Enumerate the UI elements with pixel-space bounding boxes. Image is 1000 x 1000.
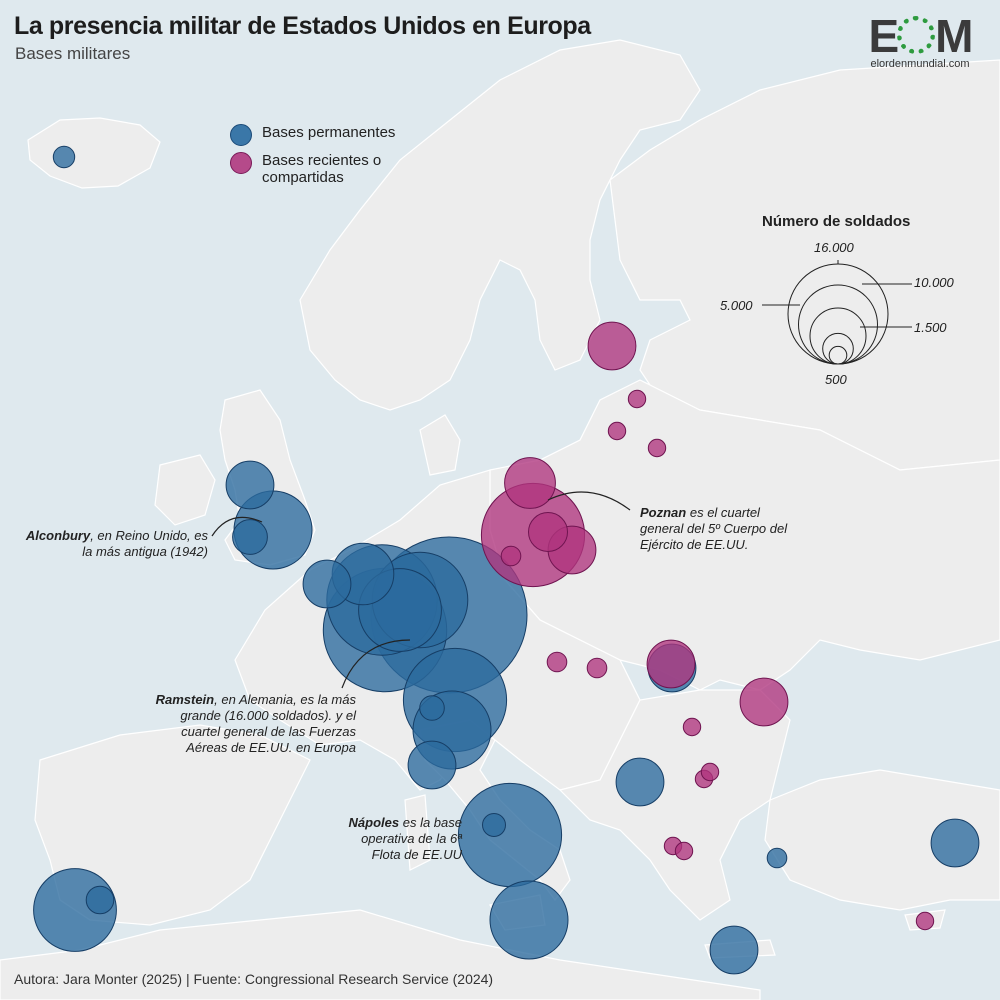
bases-layer <box>33 145 980 975</box>
logo-globe-icon <box>897 16 936 54</box>
recent-base-31 <box>528 512 568 552</box>
permanent-base-3 <box>232 519 268 555</box>
logo-letter-m: M <box>935 10 973 62</box>
legend-recent: Bases recientes o compartidas <box>230 152 430 186</box>
permanent-base-19 <box>85 885 115 915</box>
scandinavia <box>299 39 701 411</box>
source-credit: Autora: Jara Monter (2025) | Fuente: Con… <box>14 971 494 987</box>
note-ramstein-name: Ramstein <box>155 692 215 707</box>
ireland <box>154 454 216 526</box>
recent-base-28 <box>647 438 667 458</box>
turkey <box>764 769 1000 911</box>
permanent-base-0 <box>52 145 76 169</box>
page-title: La presencia militar de Estados Unidos e… <box>14 12 591 40</box>
legend-recent-dot <box>230 152 252 174</box>
recent-base-42 <box>674 841 694 861</box>
alconbury-arrow <box>211 516 263 537</box>
size-label-1500: 1.500 <box>914 320 947 335</box>
recent-base-29 <box>504 457 556 509</box>
permanent-base-21 <box>709 925 759 975</box>
denmark <box>419 414 461 476</box>
note-alconbury: Alconbury, en Reino Unido, es la más ant… <box>22 528 208 560</box>
permanent-base-13 <box>419 695 445 721</box>
logo-letter-e: E <box>868 10 899 62</box>
recent-base-35 <box>586 657 608 679</box>
ramstein-arrow <box>341 639 411 689</box>
permanent-base-14 <box>407 740 457 790</box>
recent-base-43 <box>915 911 935 931</box>
note-napoles: Nápoles es la base operativa de la 6ª Fl… <box>330 815 462 863</box>
size-label-16000: 16.000 <box>814 240 854 255</box>
balkans <box>558 689 791 921</box>
size-legend-circles <box>762 260 912 365</box>
note-ramstein: Ramstein, en Alemania, es la más grande … <box>150 692 356 756</box>
legend-permanent-dot <box>230 124 252 146</box>
recent-base-40 <box>700 762 720 782</box>
size-label-5000: 5.000 <box>720 298 753 313</box>
permanent-base-22 <box>930 818 980 868</box>
page-subtitle: Bases militares <box>15 44 131 63</box>
annotation-arrows <box>211 491 631 689</box>
note-poznan: Poznan es el cuartel general del 5º Cuer… <box>640 505 790 553</box>
permanent-base-23 <box>766 847 788 869</box>
sardinia <box>404 794 431 871</box>
note-alconbury-text: , en Reino Unido, es la más antigua (194… <box>82 528 208 559</box>
note-napoles-text: es la base operativa de la 6ª Flota de E… <box>361 815 462 862</box>
note-ramstein-text: , en Alemania, es la más grande (16.000 … <box>180 692 356 755</box>
recent-base-27 <box>607 421 627 441</box>
legend-permanent: Bases permanentes <box>230 124 395 146</box>
permanent-base-15 <box>457 782 563 888</box>
size-legend-title: Número de soldados <box>762 213 911 230</box>
recent-base-26 <box>627 389 647 409</box>
permanent-base-1 <box>225 460 275 510</box>
logo-site: elordenmundial.com <box>870 58 970 70</box>
permanent-base-4 <box>302 559 352 609</box>
size-label-10000: 10.000 <box>914 275 954 290</box>
recent-base-37 <box>646 639 696 689</box>
note-poznan-text: es el cuartel general del 5º Cuerpo del … <box>640 505 788 552</box>
note-alconbury-name: Alconbury <box>25 528 91 543</box>
recent-base-38 <box>682 717 702 737</box>
size-legend-circle-500 <box>828 345 848 365</box>
permanent-base-16 <box>482 813 506 837</box>
poznan-arrow <box>547 491 631 511</box>
permanent-base-17 <box>615 757 665 807</box>
note-poznan-name: Poznan <box>640 505 687 520</box>
note-napoles-name: Nápoles <box>348 815 400 830</box>
legend-recent-label: Bases recientes o compartidas <box>262 152 382 186</box>
legend-permanent-label: Bases permanentes <box>262 124 396 141</box>
recent-base-34 <box>546 651 568 673</box>
size-label-500: 500 <box>825 372 847 387</box>
iceland <box>27 117 161 189</box>
iberian-peninsula <box>34 724 311 926</box>
recent-base-36 <box>739 677 789 727</box>
recent-base-33 <box>500 545 522 567</box>
recent-base-25 <box>587 321 637 371</box>
permanent-base-20 <box>489 880 569 960</box>
